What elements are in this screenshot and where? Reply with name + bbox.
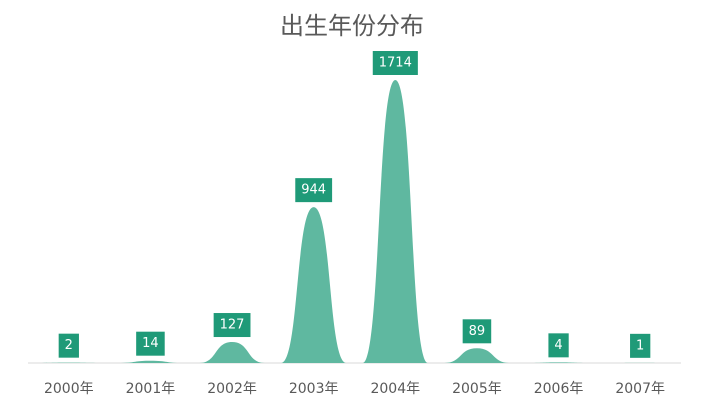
- data-label: 89: [469, 324, 486, 339]
- data-label: 14: [142, 336, 159, 351]
- data-label-box: [462, 319, 492, 344]
- data-label: 2: [65, 338, 73, 353]
- x-tick-label: 2005年: [452, 381, 502, 397]
- x-tick-label: 2006年: [534, 381, 584, 397]
- x-tick-label: 2002年: [207, 381, 257, 397]
- data-label-box: [213, 313, 251, 338]
- data-label-box: [295, 178, 333, 203]
- data-label: 1: [636, 338, 644, 353]
- data-label: 4: [554, 338, 562, 353]
- peak: [525, 362, 592, 363]
- x-tick-label: 2001年: [126, 381, 176, 397]
- peak: [117, 360, 184, 363]
- data-label-box: [58, 333, 79, 358]
- data-label-box: [548, 333, 569, 358]
- peak: [444, 348, 510, 363]
- chart-title: 出生年份分布: [280, 12, 424, 40]
- peak: [199, 342, 265, 363]
- data-label-box: [136, 331, 165, 356]
- data-label: 1714: [379, 56, 412, 71]
- x-tick-label: 2000年: [44, 381, 94, 397]
- data-label-box: [630, 333, 651, 358]
- peak: [362, 80, 428, 363]
- x-tick-label: 2004年: [370, 381, 420, 397]
- data-label: 127: [220, 318, 245, 333]
- x-tick-label: 2003年: [289, 381, 339, 397]
- peak: [281, 207, 347, 363]
- data-label-box: [372, 51, 418, 75]
- data-label: 944: [301, 183, 326, 198]
- x-tick-label: 2007年: [615, 381, 665, 397]
